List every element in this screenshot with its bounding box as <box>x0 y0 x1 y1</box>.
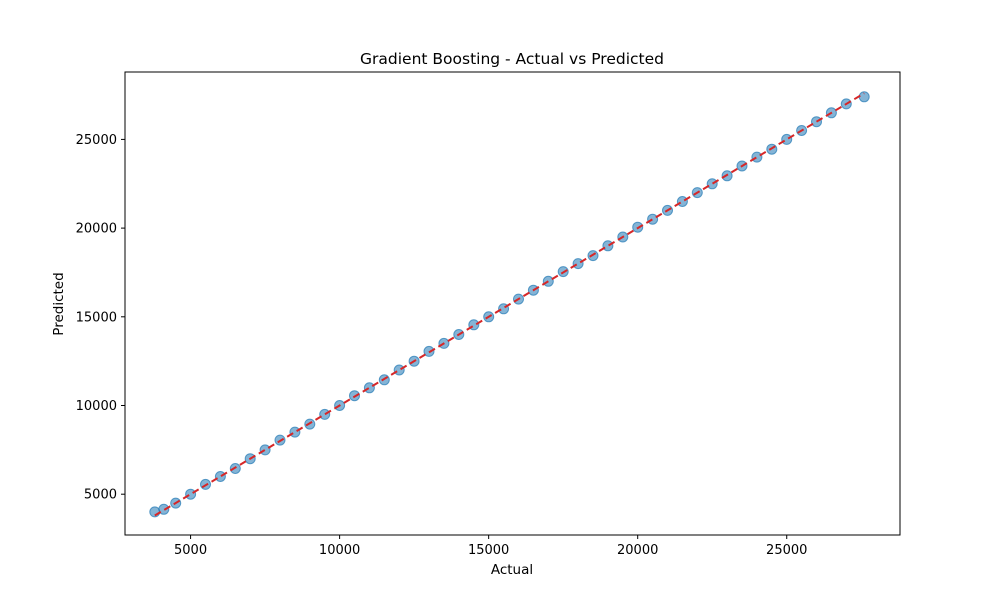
x-axis-label: Actual <box>491 562 533 578</box>
data-point <box>363 382 375 394</box>
data-point <box>289 426 301 438</box>
data-point <box>214 471 226 482</box>
data-point <box>676 196 688 207</box>
y-tick-label: 25000 <box>76 133 117 148</box>
x-tick-label: 10000 <box>319 543 360 558</box>
y-tick-label: 5000 <box>84 488 117 503</box>
y-tick-label: 10000 <box>76 399 117 414</box>
data-point <box>185 488 197 500</box>
reference-line <box>154 92 865 517</box>
data-point <box>572 258 584 270</box>
x-tick-label: 5000 <box>174 543 207 558</box>
x-tick-label: 25000 <box>766 543 807 558</box>
data-point <box>647 213 659 225</box>
data-point <box>706 178 718 190</box>
x-axis: 5000 10000 15000 20000 25000 <box>174 535 807 558</box>
y-tick-label: 15000 <box>76 310 117 325</box>
data-point <box>158 503 170 515</box>
x-tick-label: 15000 <box>468 543 509 558</box>
chart-title: Gradient Boosting - Actual vs Predicted <box>360 50 664 68</box>
data-point <box>319 408 331 420</box>
data-point <box>602 240 614 252</box>
plot-frame <box>124 71 901 536</box>
data-point <box>781 133 793 145</box>
y-axis-label: Predicted <box>51 272 67 335</box>
y-tick-label: 20000 <box>76 222 117 237</box>
reference-line-layer <box>154 92 865 517</box>
y-axis: 5000 10000 15000 20000 25000 <box>76 133 125 503</box>
x-tick-label: 20000 <box>617 543 658 558</box>
data-point <box>393 364 405 376</box>
data-point <box>751 151 763 163</box>
data-point <box>259 444 271 456</box>
